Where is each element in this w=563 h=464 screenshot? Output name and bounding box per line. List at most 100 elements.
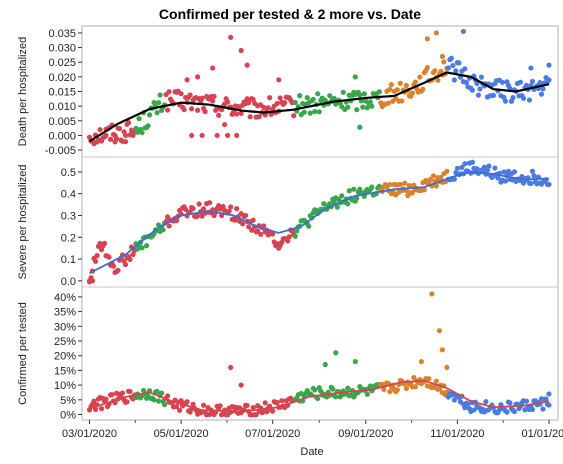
- panels-layer: 0.035 0.030 0.025 0.020 0.015 0.010 0.005 0.000…: [17, 25, 559, 422]
- fit-line: [88, 71, 550, 143]
- data-point: [376, 89, 382, 95]
- data-point: [385, 100, 391, 106]
- data-point: [346, 188, 352, 194]
- y-tick-label: -0.005: [45, 145, 76, 157]
- data-point: [244, 402, 250, 409]
- data-point: [538, 91, 545, 97]
- data-point: [451, 176, 457, 182]
- data-point: [101, 240, 108, 246]
- data-point: [279, 398, 285, 404]
- data-point: [412, 384, 418, 390]
- data-point: [158, 390, 165, 396]
- data-point: [225, 132, 231, 139]
- y-tick-label: 0.005: [48, 116, 76, 128]
- y-axis-title: Death per hospitalized: [17, 37, 29, 146]
- data-point: [340, 89, 346, 95]
- data-point: [151, 397, 157, 403]
- data-point: [361, 91, 367, 97]
- data-point: [486, 163, 492, 169]
- data-point: [484, 167, 491, 173]
- x-tick-label: 07/01/2020: [245, 428, 300, 440]
- data-point: [184, 399, 190, 405]
- data-point: [210, 65, 216, 71]
- data-point: [130, 251, 136, 258]
- data-point: [397, 181, 403, 188]
- data-point: [430, 173, 436, 179]
- data-point: [517, 79, 524, 85]
- data-point: [537, 80, 543, 86]
- data-point: [465, 401, 471, 407]
- data-point: [529, 406, 536, 413]
- data-point: [360, 104, 366, 110]
- data-point: [161, 401, 168, 408]
- data-point: [127, 256, 133, 263]
- data-point: [388, 81, 394, 88]
- data-point: [103, 132, 109, 139]
- data-point: [406, 182, 412, 189]
- data-point: [369, 184, 375, 190]
- data-point: [217, 403, 223, 409]
- data-point: [211, 93, 217, 99]
- data-point: [459, 164, 465, 171]
- data-point: [201, 402, 207, 408]
- data-point: [475, 92, 482, 98]
- data-point: [454, 165, 460, 171]
- data-point: [451, 397, 457, 403]
- data-point: [304, 94, 310, 101]
- data-point: [411, 374, 417, 381]
- data-point: [189, 106, 195, 112]
- data-point: [238, 110, 244, 116]
- data-point: [367, 99, 373, 105]
- y-tick-label: 0%: [60, 410, 76, 422]
- data-point: [130, 132, 136, 139]
- data-point: [307, 110, 313, 116]
- data-point: [345, 104, 351, 110]
- y-tick-label: 20%: [54, 351, 76, 363]
- plot-frame: [81, 25, 559, 421]
- panel-3: 40% 35% 30% 25% 20% 15% 10% 5% 0% Confirmed per t…: [17, 286, 558, 422]
- data-point: [154, 110, 160, 116]
- data-point: [502, 178, 509, 184]
- data-point: [339, 193, 345, 199]
- data-point: [352, 74, 358, 80]
- y-tick-label: 0.030: [48, 43, 76, 55]
- data-point: [502, 98, 509, 104]
- data-point: [438, 175, 444, 181]
- y-tick-label: 0.015: [48, 87, 76, 99]
- data-point: [327, 93, 333, 99]
- data-point: [492, 165, 498, 171]
- data-point: [285, 238, 291, 244]
- data-point: [463, 79, 469, 86]
- data-point: [394, 87, 400, 93]
- data-point: [331, 95, 337, 102]
- data-point: [357, 124, 363, 130]
- data-point: [312, 387, 318, 393]
- data-point: [315, 395, 321, 402]
- data-point: [417, 74, 423, 80]
- data-point: [507, 85, 513, 91]
- data-point: [418, 358, 424, 365]
- data-point: [330, 386, 336, 392]
- data-point: [469, 87, 476, 93]
- data-point: [543, 396, 549, 402]
- data-point: [122, 261, 129, 268]
- data-point: [471, 407, 477, 413]
- data-point: [125, 120, 132, 126]
- data-point: [499, 79, 506, 85]
- y-tick-label: 0.025: [48, 57, 76, 69]
- data-point: [478, 74, 485, 80]
- data-point: [253, 412, 259, 418]
- y-tick-label: 0.2: [61, 232, 76, 244]
- data-point: [92, 258, 99, 264]
- data-point: [529, 78, 536, 84]
- data-point: [424, 65, 430, 71]
- data-point: [164, 107, 171, 113]
- data-point: [164, 214, 171, 220]
- y-tick-label: 0.035: [48, 28, 76, 40]
- data-point: [490, 92, 497, 99]
- data-point: [238, 382, 244, 388]
- data-point: [301, 109, 307, 115]
- data-point: [270, 408, 276, 414]
- data-point: [262, 400, 268, 406]
